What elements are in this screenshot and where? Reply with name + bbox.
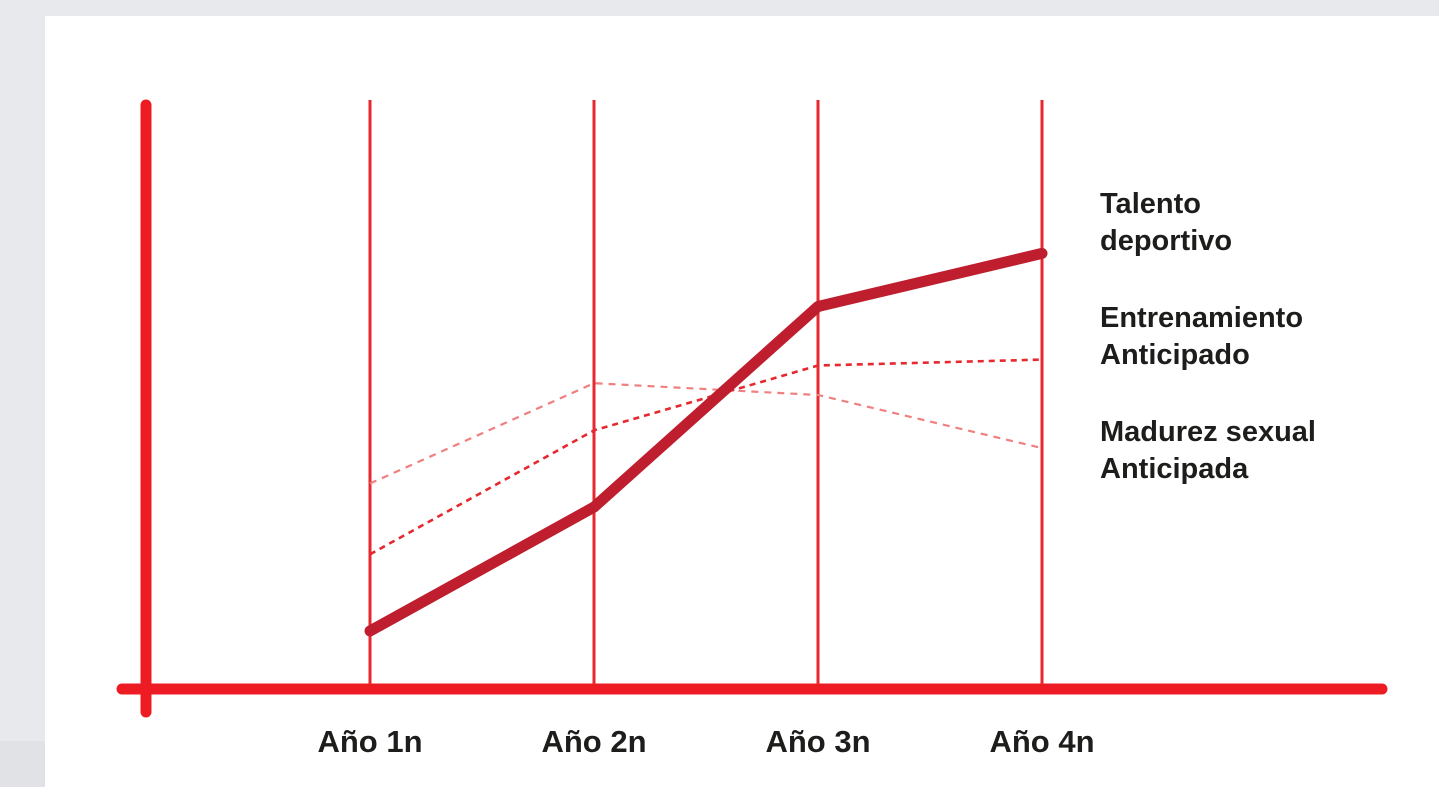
series-line-3 (369, 382, 1043, 485)
background-band (0, 741, 45, 787)
chart-panel (45, 16, 1439, 787)
gridlines (368, 100, 1044, 690)
series-line-1 (364, 247, 1048, 637)
legend-label: Madurez sexual (1100, 416, 1316, 448)
x-tick-label: Año 1n (317, 724, 422, 759)
series-lines (364, 247, 1048, 637)
legend-label: Talento (1100, 188, 1201, 220)
axes (116, 99, 1388, 718)
x-tick-label: Año 4n (989, 724, 1094, 759)
x-tick-label: Año 3n (765, 724, 870, 759)
x-tick-labels: Año 1n Año 2n Año 3n Año 4n (317, 724, 1094, 759)
legend-label: deportivo (1100, 225, 1232, 257)
legend: Talento deportivo Entrenamiento Anticipado M… (1100, 188, 1316, 485)
legend-label: Anticipado (1100, 339, 1250, 371)
x-tick-label: Año 2n (541, 724, 646, 759)
legend-label: Entrenamiento (1100, 302, 1303, 334)
legend-label: Anticipada (1100, 453, 1249, 485)
